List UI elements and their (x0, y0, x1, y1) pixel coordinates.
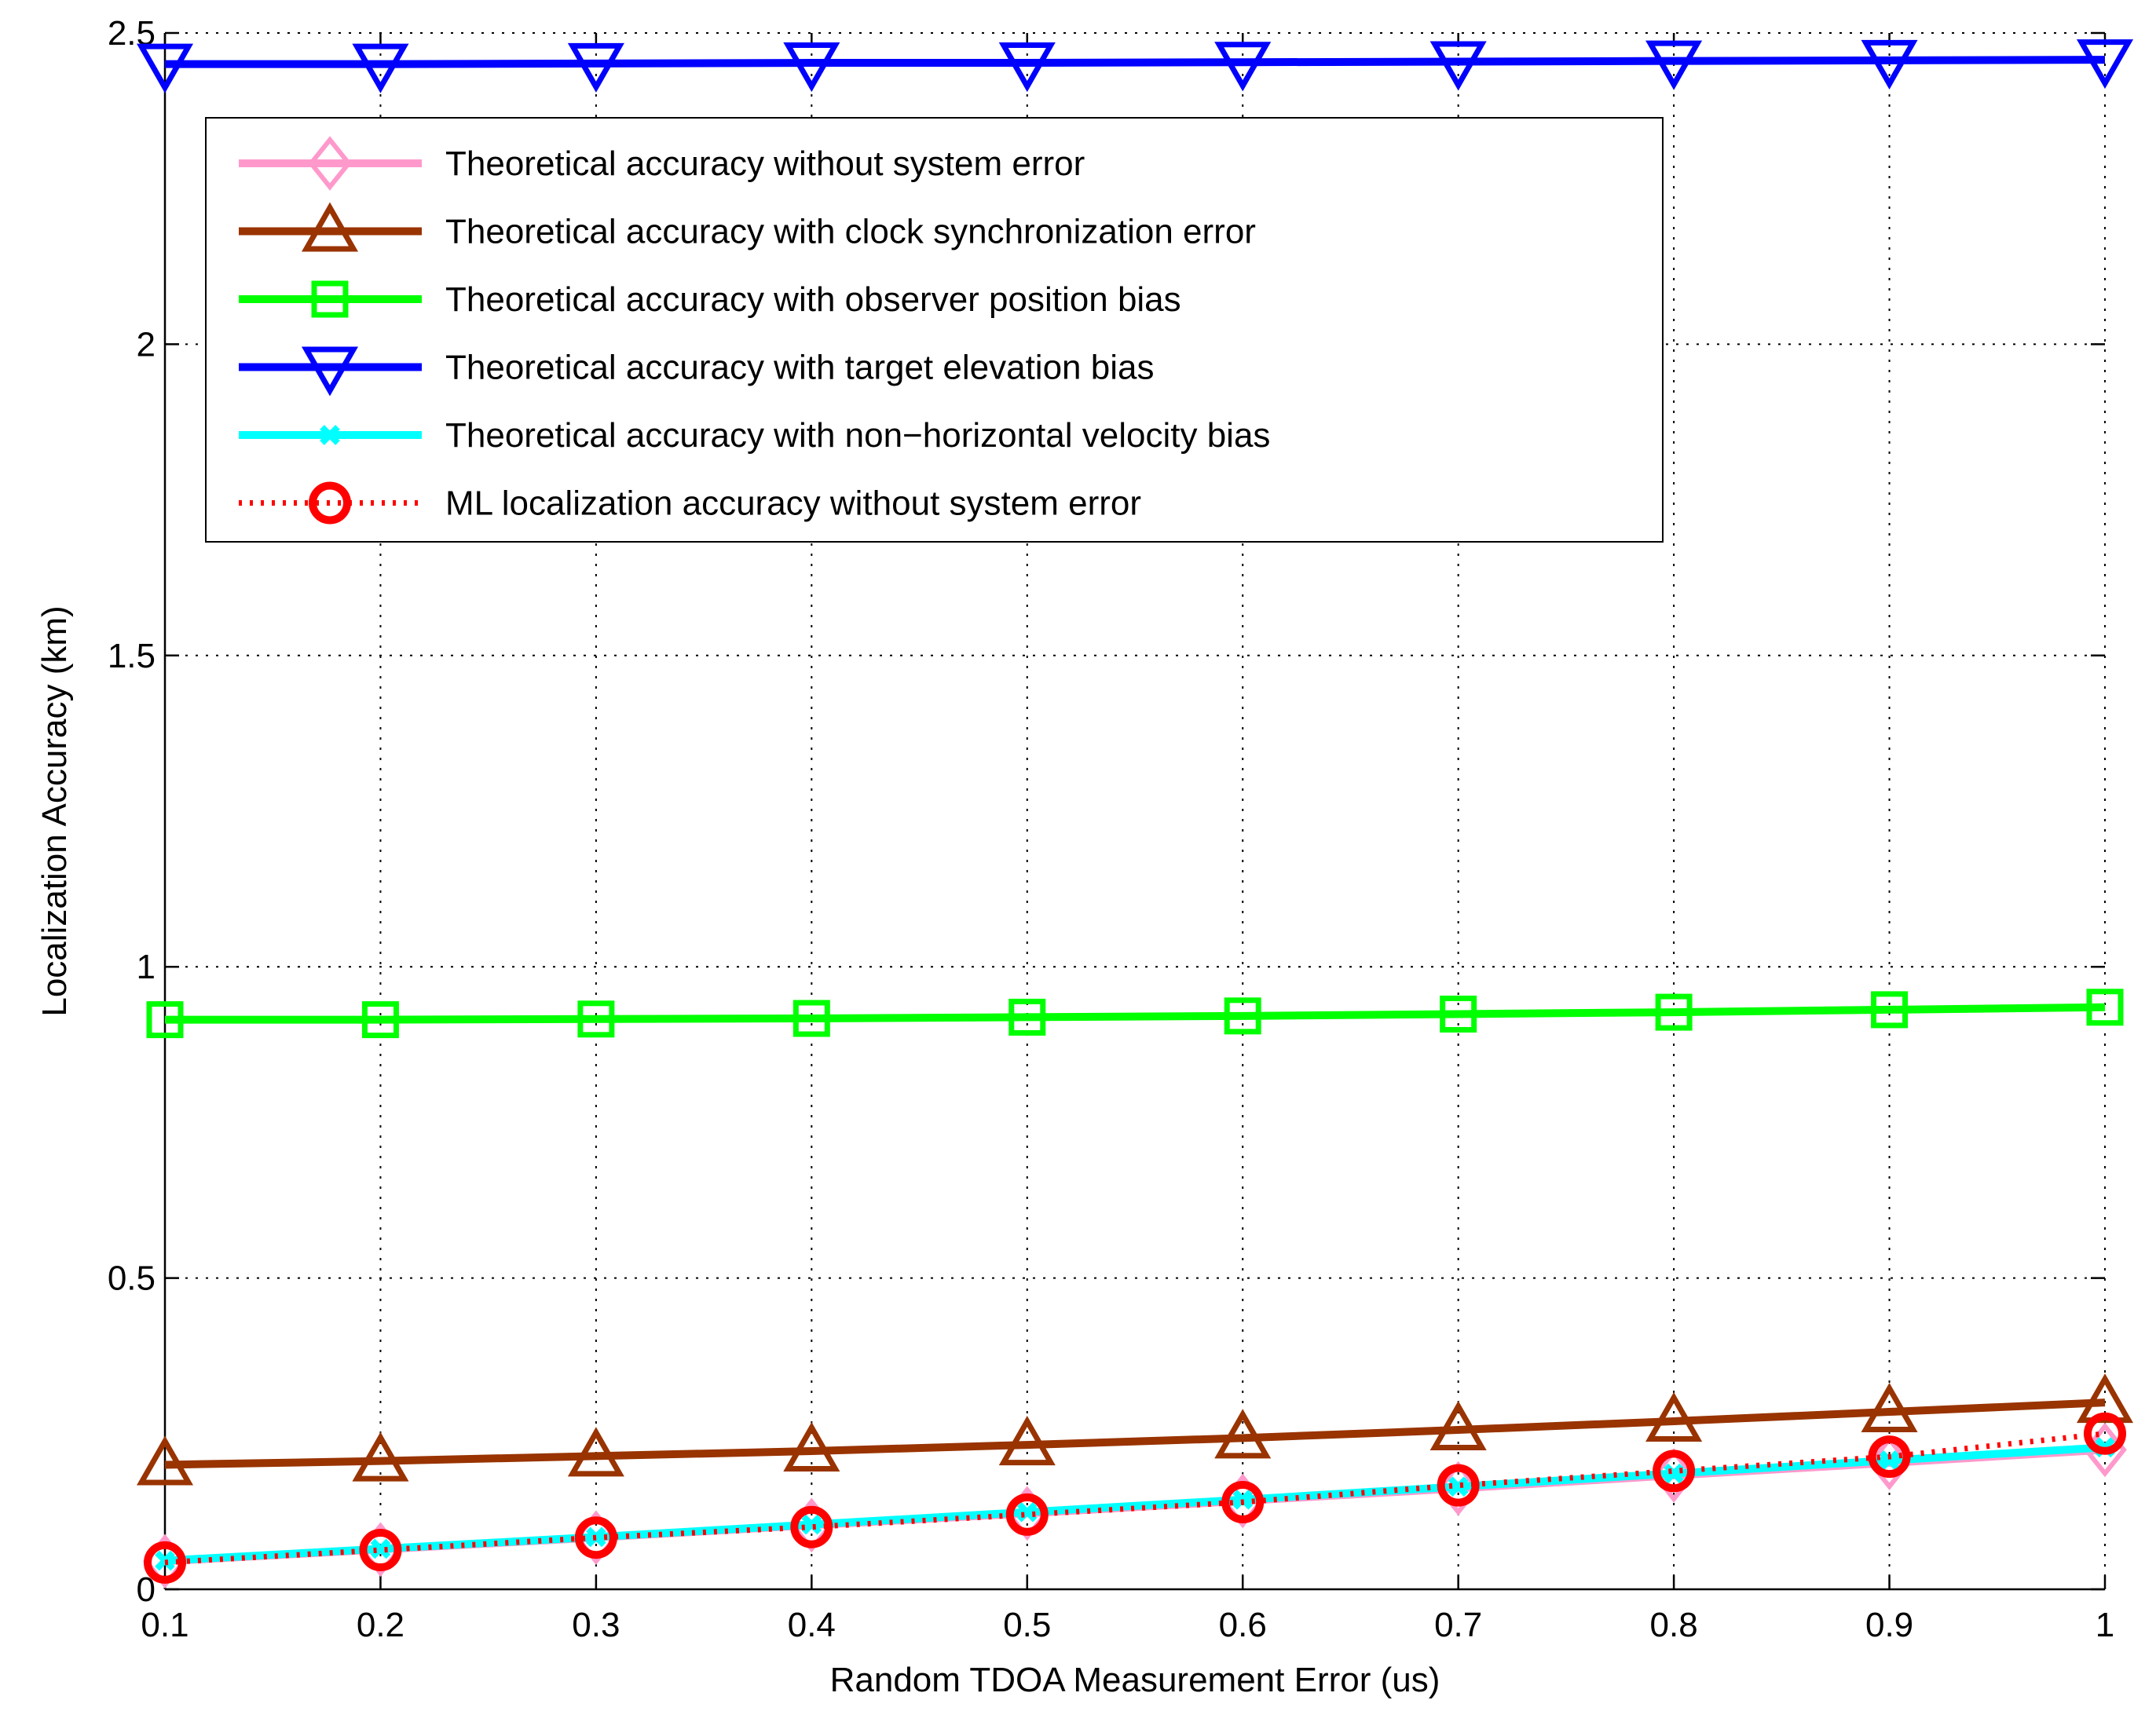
data-point (790, 1505, 833, 1548)
data-point (1655, 993, 1693, 1031)
marker-stroke (1448, 1476, 1469, 1497)
marker-stroke (801, 1514, 822, 1535)
data-point (352, 1431, 409, 1482)
series-2 (136, 1373, 2134, 1486)
legend-entry-4: Theoretical accuracy with target elevati… (239, 346, 1154, 397)
legend-marker (320, 425, 340, 445)
data-point (359, 1529, 402, 1572)
x-tick-label: 0.5 (1003, 1606, 1051, 1644)
x-tick-label: 1 (2096, 1606, 2114, 1644)
data-point (2076, 39, 2134, 90)
y-tick-label: 1.5 (108, 637, 156, 675)
x-tick-label: 0.9 (1865, 1606, 1913, 1644)
y-tick-label: 0.5 (108, 1259, 156, 1298)
data-point (361, 1001, 399, 1039)
data-point (783, 42, 840, 93)
series-line (164, 1398, 2106, 1469)
data-point (1868, 1435, 1911, 1479)
data-point (1448, 1476, 1469, 1497)
data-point (567, 1427, 624, 1477)
legend-label: Theoretical accuracy with target elevati… (445, 349, 1154, 387)
legend-marker (308, 136, 352, 191)
data-point (2084, 1412, 2126, 1455)
legend-entry-3: Theoretical accuracy with observer posit… (239, 280, 1181, 319)
data-point (1652, 1448, 1696, 1503)
data-point (2086, 989, 2124, 1026)
y-tick-label: 1 (137, 948, 156, 986)
data-point (1871, 991, 1909, 1029)
data-point (574, 1516, 617, 1559)
data-point (1440, 995, 1477, 1033)
data-point (1224, 997, 1261, 1035)
data-point (1664, 1463, 1684, 1484)
legend-marker (309, 481, 351, 525)
data-point (577, 1000, 615, 1038)
legend-box (205, 117, 1664, 543)
x-axis-label: Random TDOA Measurement Error (us) (830, 1661, 1440, 1699)
data-point (1437, 1464, 1480, 1507)
data-point (998, 42, 1056, 93)
data-point (136, 43, 194, 93)
data-point (1214, 1409, 1272, 1459)
data-point (801, 1514, 822, 1535)
data-point (370, 1538, 391, 1559)
data-point (136, 1435, 194, 1486)
series-line (164, 1443, 2106, 1565)
x-tick-label: 0.8 (1650, 1606, 1698, 1644)
legend-entry-1: Theoretical accuracy without system erro… (239, 136, 1085, 191)
data-point (1214, 42, 1272, 92)
series-4 (136, 39, 2134, 93)
data-point (352, 43, 409, 93)
x-tick-label: 0.3 (572, 1606, 620, 1644)
x-tick-label: 0.1 (141, 1606, 189, 1644)
series-6 (144, 1412, 2126, 1584)
data-point (1429, 1400, 1487, 1451)
data-point (567, 42, 624, 93)
data-point (1005, 1493, 1049, 1536)
data-point (792, 1000, 830, 1037)
y-tick-label: 2 (137, 325, 156, 364)
legend-label: Theoretical accuracy with non−horizontal… (445, 416, 1270, 455)
data-point (146, 1001, 184, 1039)
legend-marker (301, 202, 359, 252)
x-tick-label: 0.4 (788, 1606, 836, 1644)
legend: Theoretical accuracy without system erro… (205, 117, 1664, 543)
data-point (783, 1421, 840, 1472)
axes: 0.1 0.2 0.3 0.4 0.5 0.6 0.7 0.8 0.9 100.511.522.5 (108, 14, 2114, 1644)
legend-entry-2: Theoretical accuracy with clock synchron… (239, 202, 1256, 252)
legend-marker (311, 280, 349, 318)
marker-stroke (320, 425, 340, 445)
data-point (998, 1416, 1056, 1466)
series-line (165, 56, 2106, 68)
data-point (1429, 41, 1487, 91)
legend-label: Theoretical accuracy with clock synchron… (445, 213, 1256, 251)
legend-entry-6: ML localization accuracy without system … (239, 481, 1141, 525)
legend-label: ML localization accuracy without system … (445, 484, 1141, 523)
x-tick-label: 0.7 (1434, 1606, 1482, 1644)
marker-stroke (370, 1538, 391, 1559)
data-point (1879, 1450, 1900, 1471)
series-group (136, 39, 2134, 1589)
data-point (1645, 1391, 1703, 1442)
data-point (1653, 1450, 1696, 1493)
data-point (1861, 39, 1918, 90)
series-line (165, 1003, 2106, 1024)
data-point (1221, 1481, 1265, 1524)
series-3 (146, 989, 2124, 1039)
data-point (144, 1541, 186, 1584)
legend-marker (301, 346, 359, 397)
legend-entry-5: Theoretical accuracy with non−horizontal… (239, 416, 1270, 455)
x-tick-label: 0.6 (1219, 1606, 1267, 1644)
legend-label: Theoretical accuracy with observer posit… (445, 280, 1181, 319)
data-point (1008, 998, 1046, 1036)
data-point (1861, 1382, 1918, 1433)
legend-label: Theoretical accuracy without system erro… (445, 144, 1085, 183)
y-axis-label: Localization Accuracy (km) (35, 605, 74, 1016)
marker-stroke (1664, 1463, 1684, 1484)
data-point (1645, 40, 1703, 90)
x-tick-label: 0.2 (357, 1606, 404, 1644)
marker-stroke (1879, 1450, 1900, 1471)
